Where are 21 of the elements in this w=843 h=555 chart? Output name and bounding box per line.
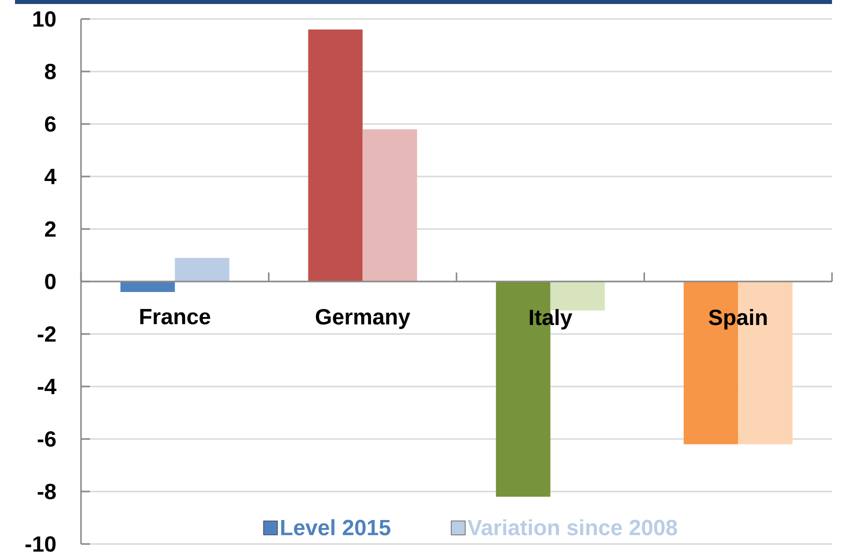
legend-label: Level 2015 bbox=[281, 519, 390, 536]
bar bbox=[550, 282, 605, 310]
y-tick-label: -4 bbox=[38, 378, 56, 394]
y-tick-label: -8 bbox=[38, 484, 56, 500]
y-tick-label: 4 bbox=[44, 168, 56, 184]
y-tick-label: 8 bbox=[44, 64, 56, 80]
legend-label: Variation since 2008 bbox=[468, 519, 678, 536]
x-tick-label: Germany bbox=[316, 309, 410, 329]
y-tick-label: -2 bbox=[38, 326, 56, 342]
x-tick-label: Spain bbox=[708, 309, 767, 330]
bar bbox=[308, 29, 363, 282]
x-tick-label: France bbox=[140, 309, 210, 324]
bar bbox=[362, 129, 418, 282]
y-tick-label: -10 bbox=[26, 536, 56, 552]
y-tick-label: 10 bbox=[33, 11, 56, 27]
y-tick-label: 6 bbox=[45, 116, 56, 132]
bar bbox=[174, 258, 230, 282]
bar bbox=[120, 282, 175, 292]
y-tick-label: -6 bbox=[38, 431, 56, 447]
y-tick-label: 0 bbox=[45, 274, 56, 290]
y-tick-label: 2 bbox=[45, 221, 56, 237]
